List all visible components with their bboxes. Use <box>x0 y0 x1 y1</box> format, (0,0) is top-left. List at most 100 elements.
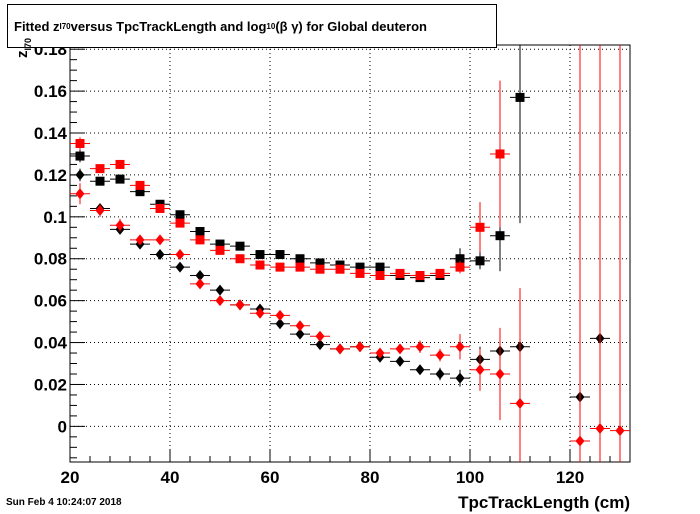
data-point <box>110 159 130 169</box>
square-marker <box>315 264 325 274</box>
data-point <box>170 261 190 273</box>
data-point <box>330 343 350 355</box>
diamond-marker <box>295 328 305 340</box>
data-point <box>250 260 270 270</box>
data-point <box>410 364 430 376</box>
x-axis-label: TpcTrackLength (cm) <box>458 493 630 512</box>
diamond-marker <box>155 234 165 246</box>
diamond-marker <box>435 368 445 380</box>
ylabel-sub: I70 <box>23 37 33 51</box>
data-point <box>190 270 210 282</box>
data-point <box>230 254 250 264</box>
data-point <box>210 284 230 296</box>
title-part1: Fitted z <box>14 18 60 34</box>
square-marker <box>75 151 85 161</box>
square-marker <box>355 268 365 278</box>
diamond-marker <box>375 347 385 359</box>
diamond-marker <box>75 169 85 181</box>
data-point <box>130 234 150 246</box>
data-point <box>350 341 370 353</box>
diamond-marker <box>335 343 345 355</box>
data-point <box>470 202 490 253</box>
title-sub1: I70 <box>59 21 71 31</box>
title-part2: versus TpcTrackLength and log <box>70 18 267 34</box>
data-point <box>410 340 430 354</box>
data-point <box>290 262 310 272</box>
y-tick-label: 0.04 <box>34 334 68 353</box>
square-marker <box>155 203 165 213</box>
ylabel-main: z <box>14 50 31 59</box>
data-point <box>570 45 590 462</box>
data-point <box>590 45 610 462</box>
data-point <box>270 250 290 260</box>
data-point <box>190 278 210 290</box>
diamond-marker <box>235 299 245 311</box>
data-point <box>130 180 150 190</box>
diamond-marker <box>515 397 525 409</box>
data-point <box>190 235 210 245</box>
data-point <box>310 339 330 351</box>
y-tick-label: 0.02 <box>34 375 67 394</box>
diamond-marker <box>415 364 425 376</box>
data-point <box>150 234 170 246</box>
diamond-marker <box>415 341 425 353</box>
square-marker <box>475 256 485 266</box>
square-marker <box>175 210 185 220</box>
data-point <box>490 327 510 421</box>
data-point <box>470 252 490 270</box>
square-marker <box>95 176 105 186</box>
y-tick-label: 0.1 <box>43 208 67 227</box>
square-marker <box>315 258 325 268</box>
data-point <box>450 334 470 360</box>
data-point <box>450 369 470 387</box>
x-tick-label: 40 <box>161 468 180 487</box>
data-point <box>370 262 390 272</box>
square-marker <box>235 254 245 264</box>
diamond-marker <box>195 270 205 282</box>
data-point <box>90 176 110 186</box>
square-marker <box>495 149 505 159</box>
data-point <box>310 264 330 274</box>
data-marks <box>70 45 630 462</box>
data-point <box>210 295 230 307</box>
data-point <box>310 330 330 342</box>
diamond-marker <box>115 219 125 231</box>
data-point <box>390 268 410 278</box>
square-marker <box>275 262 285 272</box>
square-marker <box>215 239 225 249</box>
data-point <box>70 183 90 205</box>
data-point <box>70 137 90 150</box>
data-point <box>170 218 190 228</box>
square-marker <box>455 262 465 272</box>
square-marker <box>255 260 265 270</box>
diamond-marker <box>475 364 485 376</box>
square-marker <box>475 222 485 232</box>
data-point <box>110 174 130 184</box>
diamond-marker <box>315 330 325 342</box>
data-point <box>290 328 310 340</box>
data-point <box>330 264 350 274</box>
y-tick-label: 0.14 <box>34 124 68 143</box>
square-marker <box>355 262 365 272</box>
data-point <box>110 218 130 232</box>
square-marker <box>495 231 505 241</box>
data-point <box>390 355 410 367</box>
data-point <box>350 268 370 278</box>
diamond-marker <box>255 307 265 319</box>
diamond-marker <box>315 339 325 351</box>
data-point <box>430 367 450 381</box>
square-marker <box>195 235 205 245</box>
square-marker <box>415 271 425 281</box>
data-point <box>290 320 310 332</box>
diamond-marker <box>135 234 145 246</box>
data-point <box>510 45 530 224</box>
square-marker <box>295 262 305 272</box>
y-tick-label: 0 <box>58 417 67 436</box>
y-axis-label: zI70 <box>14 38 33 58</box>
data-point <box>410 271 430 281</box>
data-point <box>430 268 450 278</box>
data-point <box>610 45 630 462</box>
y-tick-label: 0.12 <box>34 166 67 185</box>
diamond-marker <box>355 341 365 353</box>
